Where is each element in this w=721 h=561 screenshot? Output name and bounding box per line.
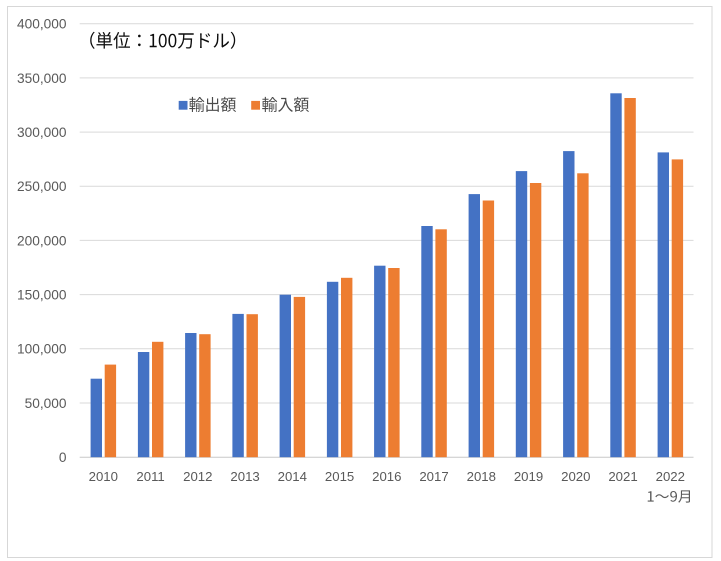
svg-text:2017: 2017 <box>419 469 448 484</box>
svg-text:2019: 2019 <box>514 469 543 484</box>
svg-text:2021: 2021 <box>608 469 637 484</box>
svg-text:400,000: 400,000 <box>17 17 67 32</box>
svg-text:2020: 2020 <box>561 469 590 484</box>
svg-text:2022: 2022 <box>656 469 685 484</box>
svg-text:2012: 2012 <box>183 469 212 484</box>
svg-text:300,000: 300,000 <box>17 125 67 140</box>
svg-text:150,000: 150,000 <box>17 288 67 303</box>
svg-text:2010: 2010 <box>89 469 118 484</box>
svg-text:200,000: 200,000 <box>17 233 67 248</box>
svg-text:0: 0 <box>59 450 67 465</box>
svg-text:2011: 2011 <box>136 469 164 484</box>
svg-text:2018: 2018 <box>467 469 496 484</box>
svg-text:2015: 2015 <box>325 469 354 484</box>
svg-text:2013: 2013 <box>230 469 259 484</box>
svg-text:250,000: 250,000 <box>17 179 67 194</box>
svg-text:100,000: 100,000 <box>17 342 67 357</box>
svg-text:2016: 2016 <box>372 469 401 484</box>
svg-text:50,000: 50,000 <box>25 396 67 411</box>
svg-text:350,000: 350,000 <box>17 71 67 86</box>
svg-text:2014: 2014 <box>278 469 307 484</box>
